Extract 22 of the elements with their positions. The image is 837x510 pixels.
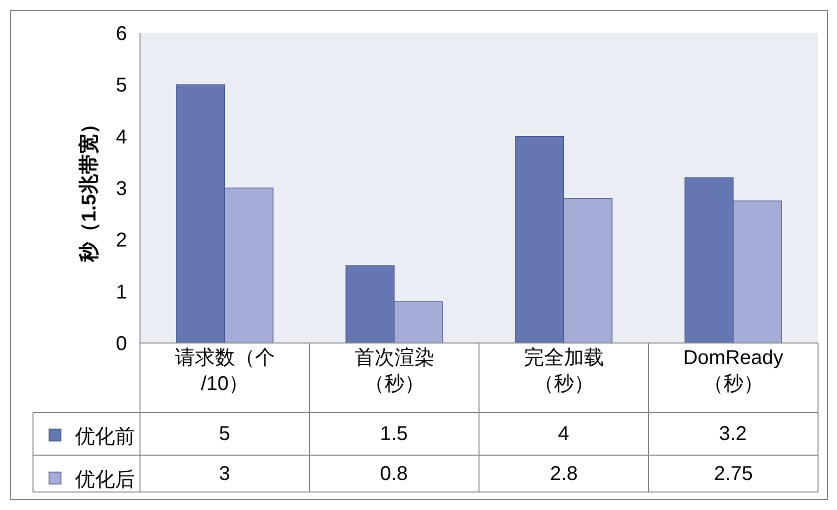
data-label: 1.5 bbox=[380, 423, 408, 445]
data-label: 2.8 bbox=[550, 463, 578, 485]
x-tick-label: 完全加载（秒） bbox=[524, 346, 604, 395]
y-tick-label: 1 bbox=[116, 281, 127, 304]
x-tick-label: DomReady（秒） bbox=[683, 347, 784, 395]
legend-label: 优化前 bbox=[75, 426, 135, 448]
data-label: 2.75 bbox=[714, 463, 753, 485]
y-tick-label: 3 bbox=[116, 178, 127, 200]
data-label: 3 bbox=[219, 463, 230, 485]
data-label: 3.2 bbox=[719, 423, 747, 445]
y-tick-label: 4 bbox=[116, 126, 127, 148]
y-tick-label: 0 bbox=[116, 333, 127, 355]
data-label: 4 bbox=[558, 423, 570, 445]
y-axis-title: 秒（1.5兆带宽） bbox=[77, 114, 100, 263]
data-label: 0.8 bbox=[380, 463, 408, 485]
x-tick-label: 首次渲染（秒） bbox=[354, 347, 434, 395]
legend-label: 优化后 bbox=[75, 468, 135, 491]
y-tick-label: 2 bbox=[116, 230, 127, 252]
data-label: 5 bbox=[219, 423, 230, 445]
y-tick-label: 5 bbox=[116, 74, 127, 97]
x-tick-label: 请求数（个/10） bbox=[174, 347, 275, 395]
y-tick-label: 6 bbox=[116, 23, 127, 45]
